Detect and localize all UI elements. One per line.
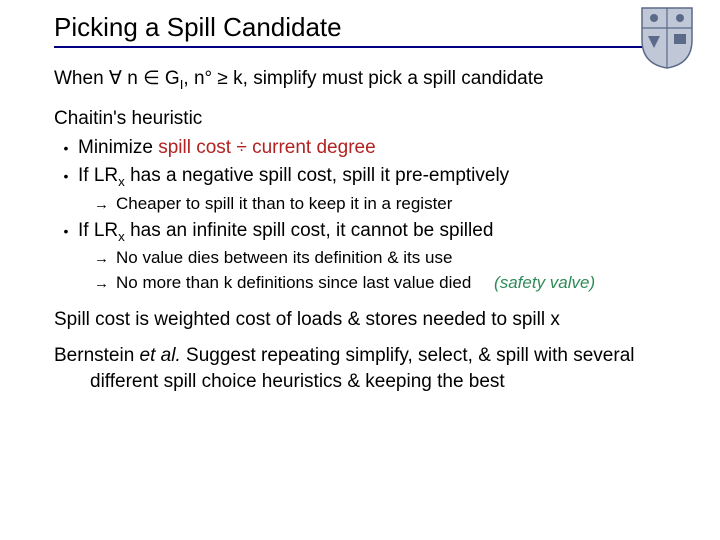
arrow-icon: → — [94, 193, 116, 215]
bullet-3: • If LRx has an infinite spill cost, it … — [54, 218, 666, 246]
bullet-dot-icon: • — [54, 163, 78, 186]
safety-valve: (safety valve) — [494, 273, 595, 292]
slide-title: Picking a Spill Candidate — [54, 12, 666, 48]
heuristic-heading: Chaitin's heuristic — [54, 106, 666, 132]
arrow-icon: → — [94, 272, 116, 294]
bullet-dot-icon: • — [54, 135, 78, 158]
sub-3b: → No more than k definitions since last … — [94, 272, 666, 295]
spill-cost-para: Spill cost is weighted cost of loads & s… — [54, 307, 666, 333]
bernstein-para: Bernstein et al. Suggest repeating simpl… — [54, 343, 666, 394]
sub-3a: → No value dies between its definition &… — [94, 247, 666, 270]
intro-line: When ∀ n ∈ GI, n° ≥ k, simplify must pic… — [54, 66, 666, 94]
bullet-1: • Minimize spill cost ÷ current degree — [54, 135, 666, 161]
bullet-2: • If LRx has a negative spill cost, spil… — [54, 163, 666, 191]
crest-logo — [640, 6, 694, 70]
arrow-icon: → — [94, 247, 116, 269]
bullet-dot-icon: • — [54, 218, 78, 241]
sub-2a: → Cheaper to spill it than to keep it in… — [94, 193, 666, 216]
